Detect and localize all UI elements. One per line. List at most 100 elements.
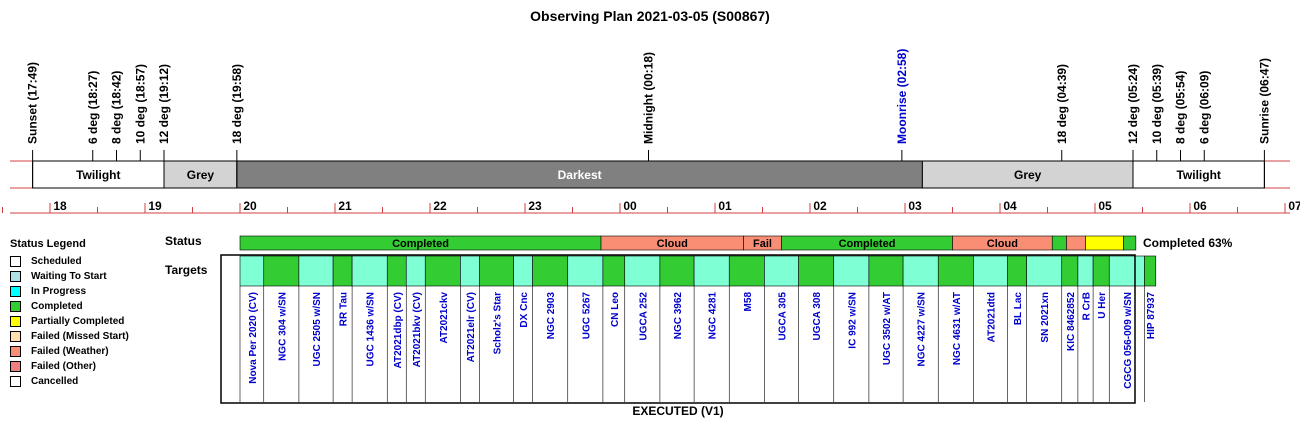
status-segment xyxy=(1123,235,1137,251)
target-block xyxy=(386,255,407,287)
event-label: 18 deg (19:58) xyxy=(230,64,244,144)
status-legend: Status Legend Scheduled Waiting To Start I… xyxy=(10,238,129,389)
hour-tick-label: 21 xyxy=(338,199,352,213)
target-name: HIP 87937 xyxy=(1146,292,1157,340)
legend-label: Failed (Missed Start) xyxy=(31,331,129,342)
status-segment-label: Completed xyxy=(392,238,449,250)
legend-label: Cancelled xyxy=(31,376,79,387)
legend-label: In Progress xyxy=(31,286,87,297)
legend-label: Waiting To Start xyxy=(31,271,107,282)
target-block xyxy=(659,255,695,287)
target-block xyxy=(764,255,799,287)
target-name: Scholz's Star xyxy=(493,292,504,355)
hour-tick-label: 03 xyxy=(908,199,922,213)
legend-item: In Progress xyxy=(10,284,129,299)
targets-row-label: Targets xyxy=(165,263,208,277)
target-block xyxy=(833,255,870,287)
legend-swatch xyxy=(10,286,21,297)
target-name: CN Leo xyxy=(610,292,621,327)
hour-tick-label: 22 xyxy=(433,199,447,213)
legend-items: Scheduled Waiting To Start In Progress Comp… xyxy=(10,254,129,389)
target-block xyxy=(1092,255,1110,287)
target-name: UGCA 308 xyxy=(812,292,823,341)
target-name: SN 2021xn xyxy=(1040,292,1051,343)
target-name: UGC 2505 w/SN xyxy=(312,292,323,366)
legend-item: Completed xyxy=(10,299,129,314)
target-block xyxy=(937,255,974,287)
period-band xyxy=(921,160,1134,189)
event-label: 6 deg (18:27) xyxy=(86,71,100,144)
target-block xyxy=(973,255,1008,287)
hour-tick-label: 00 xyxy=(623,199,637,213)
period-bands: Twilight Grey Darkest Grey Twilight xyxy=(32,160,1265,189)
status-segment xyxy=(1085,235,1124,251)
target-name: UGC 1436 w/SN xyxy=(366,292,377,366)
status-segment-label: Completed xyxy=(839,238,896,250)
target-block xyxy=(479,255,514,287)
target-name: DX Cnc xyxy=(519,292,530,328)
target-name: AT2021dtd xyxy=(987,292,998,342)
executed-frame xyxy=(220,254,1136,404)
target-name: NGC 304 w/SN xyxy=(277,292,288,361)
legend-item: Failed (Missed Start) xyxy=(10,329,129,344)
target-name: UGCA 252 xyxy=(638,292,649,341)
period-label: Grey xyxy=(187,168,215,182)
target-name: NGC 2903 xyxy=(546,292,557,340)
legend-swatch xyxy=(10,256,21,267)
target-block xyxy=(798,255,835,287)
target-name: AT2021dbp (CV) xyxy=(393,292,404,369)
legend-label: Completed xyxy=(31,301,83,312)
legend-swatch xyxy=(10,271,21,282)
target-block xyxy=(298,255,334,287)
event-label: 10 deg (18:57) xyxy=(133,64,147,144)
event-markers: Sunset (17:49) 6 deg (18:27) 8 deg (18:42)… xyxy=(26,49,1271,188)
hour-tick-label: 20 xyxy=(243,199,257,213)
hour-tick-label: 06 xyxy=(1193,199,1207,213)
target-block xyxy=(424,255,461,287)
completion-text: Completed 63% xyxy=(1143,236,1233,250)
target-name: Nova Per 2020 (CV) xyxy=(248,292,259,384)
legend-label: Partially Completed xyxy=(31,316,125,327)
legend-item: Scheduled xyxy=(10,254,129,269)
hour-tick-label: 23 xyxy=(528,199,542,213)
status-segment-label: Cloud xyxy=(657,238,688,250)
period-label: Twilight xyxy=(1176,168,1220,182)
legend-item: Failed (Weather) xyxy=(10,344,129,359)
period-label: Twilight xyxy=(76,168,120,182)
target-block xyxy=(1108,255,1145,287)
status-segment-label: Cloud xyxy=(987,238,1018,250)
target-name: AT2021ckv xyxy=(439,292,450,344)
hour-tick-label: 05 xyxy=(1098,199,1112,213)
target-block xyxy=(1077,255,1094,287)
target-block xyxy=(902,255,939,287)
target-block xyxy=(332,255,353,287)
legend-label: Failed (Weather) xyxy=(31,346,109,357)
event-label: Moonrise (02:58) xyxy=(895,49,909,144)
legend-swatch xyxy=(10,331,21,342)
event-label: 8 deg (05:54) xyxy=(1174,71,1188,144)
legend-swatch xyxy=(10,301,21,312)
status-segment xyxy=(1051,235,1067,251)
chart-title: Observing Plan 2021-03-05 (S00867) xyxy=(530,8,770,24)
target-block xyxy=(567,255,604,287)
target-block xyxy=(263,255,300,287)
target-name: BL Lac xyxy=(1013,292,1024,326)
legend-swatch xyxy=(10,346,21,357)
target-block xyxy=(728,255,765,287)
target-name: RR Tau xyxy=(339,292,350,326)
target-name: AT2021elr (CV) xyxy=(466,292,477,362)
target-name: KIC 8462852 xyxy=(1066,292,1077,351)
target-block xyxy=(513,255,533,287)
executed-footer: EXECUTED (V1) xyxy=(632,404,723,418)
target-block xyxy=(532,255,569,287)
target-block xyxy=(624,255,661,287)
status-row-label: Status xyxy=(165,234,202,248)
targets-row: Nova Per 2020 (CV) NGC 304 w/SN UGC 2505 w… xyxy=(239,255,1157,402)
legend-item: Partially Completed xyxy=(10,314,129,329)
event-label: 12 deg (19:12) xyxy=(157,64,171,144)
event-label: 10 deg (05:39) xyxy=(1150,64,1164,144)
target-block xyxy=(693,255,730,287)
event-label: 12 deg (05:24) xyxy=(1126,64,1140,144)
hour-axis: 18 19 20 21 22 23 00 01 02 03 04 05 06 07 xyxy=(2,199,1300,214)
